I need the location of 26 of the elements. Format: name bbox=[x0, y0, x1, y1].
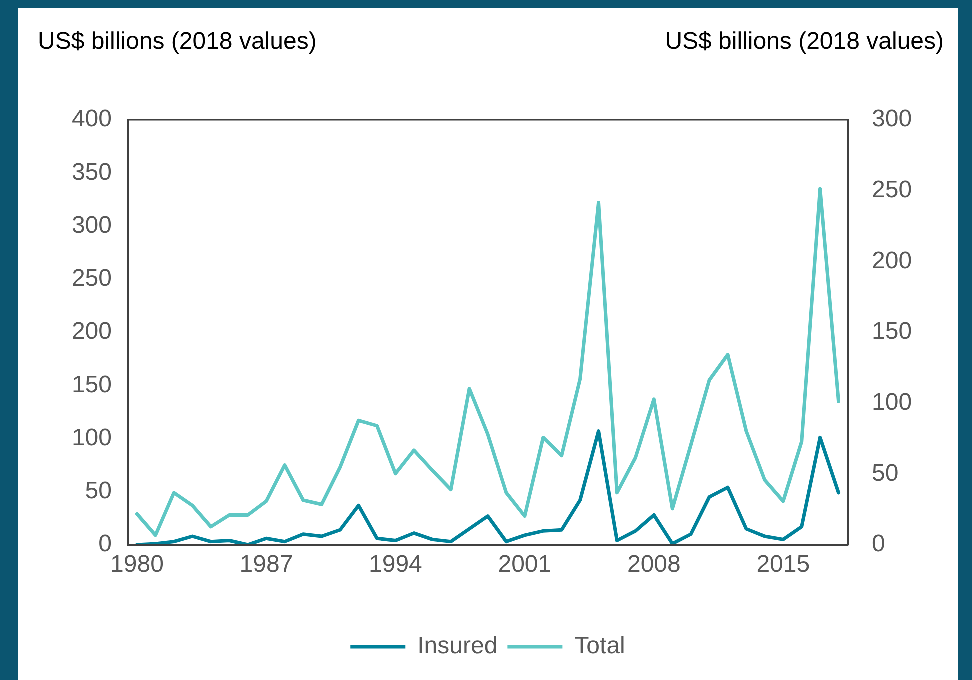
y-tick-label: 200 bbox=[72, 318, 112, 346]
y-tick-label: 400 bbox=[72, 106, 112, 133]
x-tick-label: 1994 bbox=[368, 551, 422, 578]
x-tick-label: 2001 bbox=[498, 551, 552, 578]
x-tick-label: 1980 bbox=[110, 551, 164, 578]
y-tick-label: 100 bbox=[72, 424, 112, 452]
y-tick-label: 150 bbox=[72, 371, 112, 398]
y-tick-label: 300 bbox=[72, 212, 112, 239]
legend-label: Insured bbox=[418, 632, 498, 660]
y-tick-label: 0 bbox=[98, 530, 112, 558]
x-tick-label: 2015 bbox=[756, 551, 810, 578]
y2-axis-title: US$ billions (2018 values) bbox=[665, 28, 944, 56]
y-axis-title: US$ billions (2018 values) bbox=[38, 28, 317, 56]
y-tick-label: 250 bbox=[72, 265, 112, 292]
y-tick-label: 350 bbox=[72, 158, 112, 186]
y2-tick-label: 0 bbox=[872, 530, 886, 558]
y-tick-label: 50 bbox=[85, 478, 112, 504]
y2-tick-label: 50 bbox=[872, 460, 899, 487]
x-tick-label: 1987 bbox=[240, 551, 294, 578]
legend-label: Total bbox=[574, 632, 626, 660]
y2-tick-label: 200 bbox=[872, 247, 912, 274]
y2-tick-label: 250 bbox=[872, 176, 912, 204]
y2-tick-label: 300 bbox=[872, 106, 912, 133]
x-tick-label: 2008 bbox=[627, 551, 681, 578]
y2-tick-label: 100 bbox=[872, 388, 912, 416]
y2-tick-label: 150 bbox=[872, 318, 912, 346]
